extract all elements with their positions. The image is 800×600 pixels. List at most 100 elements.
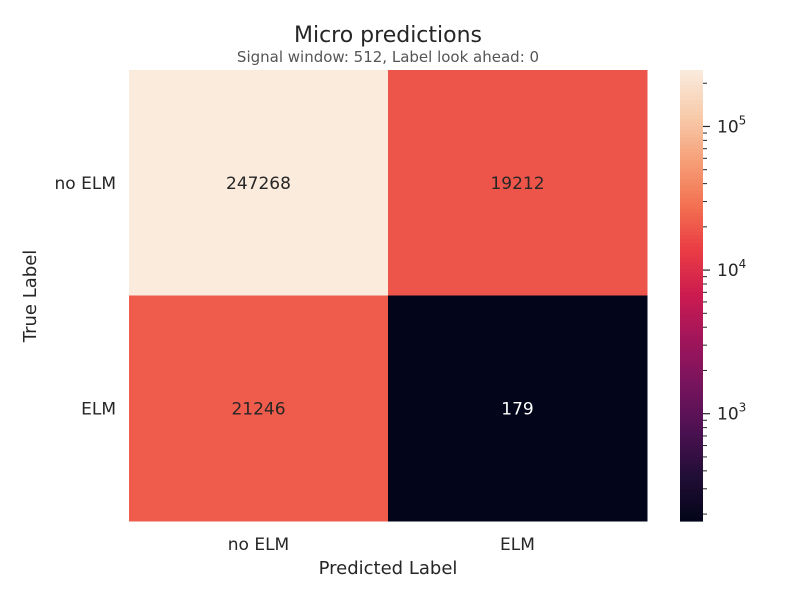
colorbar-segment <box>680 509 703 515</box>
colorbar-segment <box>680 370 703 376</box>
colorbar-segment <box>680 141 703 146</box>
colorbar-segment <box>680 295 703 300</box>
colorbar-segment <box>680 269 703 274</box>
colorbar-segment <box>680 517 703 522</box>
chart-subtitle: Signal window: 512, Label look ahead: 0 <box>237 48 539 66</box>
colorbar-segment <box>680 479 703 485</box>
colorbar-segment <box>680 374 703 379</box>
colorbar-segment <box>680 175 703 180</box>
colorbar-segment <box>680 490 703 496</box>
colorbar-segment <box>680 201 703 206</box>
colorbar-segment <box>680 321 703 327</box>
colorbar-segment <box>680 393 703 398</box>
colorbar-segment <box>680 385 703 391</box>
heatmap-cell <box>129 70 389 296</box>
colorbar-segment <box>680 494 703 500</box>
colorbar-segment <box>680 171 703 176</box>
colorbar-segment <box>680 430 703 436</box>
colorbar-segment <box>680 359 703 364</box>
colorbar-segment <box>680 130 703 135</box>
colorbar-segment <box>680 468 703 473</box>
colorbar-segment <box>680 220 703 225</box>
colorbar-segment <box>680 227 703 233</box>
colorbar-segment <box>680 115 703 120</box>
colorbar-segment <box>680 77 703 82</box>
y-axis-label: True Label <box>20 250 41 344</box>
heatmap-cells: 247268 19212 21246 179 <box>129 70 648 522</box>
colorbar-segment <box>680 265 703 270</box>
colorbar-segment <box>680 389 703 394</box>
colorbar: 103 104 105 <box>680 70 746 522</box>
colorbar-segment <box>680 85 703 90</box>
colorbar-segment <box>680 254 703 259</box>
heatmap-cell <box>388 295 648 522</box>
colorbar-segment <box>680 137 703 143</box>
colorbar-segment <box>680 287 703 293</box>
cell-value-label: 179 <box>501 399 533 419</box>
colorbar-segment <box>680 460 703 466</box>
colorbar-segment <box>680 284 703 289</box>
x-tick-label: no ELM <box>228 535 289 555</box>
colorbar-segment <box>680 111 703 116</box>
colorbar-segment <box>680 242 703 248</box>
colorbar-segment <box>680 81 703 86</box>
colorbar-segment <box>680 209 703 214</box>
colorbar-segment <box>680 423 703 428</box>
x-tick-labels: no ELM ELM <box>228 535 535 555</box>
x-axis-label: Predicted Label <box>319 558 458 579</box>
colorbar-segment <box>680 505 703 511</box>
x-tick-label: ELM <box>500 535 535 555</box>
colorbar-segment <box>680 197 703 203</box>
colorbar-segment <box>680 445 703 451</box>
colorbar-segment <box>680 156 703 161</box>
colorbar-segment <box>680 487 703 492</box>
colorbar-segment <box>680 163 703 169</box>
colorbar-segment <box>680 107 703 112</box>
colorbar-segment <box>680 366 703 372</box>
colorbar-segment <box>680 513 703 518</box>
colorbar-segment <box>680 483 703 488</box>
y-tick-label: ELM <box>81 399 116 419</box>
colorbar-segment <box>680 122 703 127</box>
colorbar-segment <box>680 318 703 323</box>
colorbar-segment <box>680 96 703 101</box>
colorbar-segment <box>680 133 703 139</box>
colorbar-segment <box>680 329 703 334</box>
colorbar-segment <box>680 186 703 191</box>
colorbar-segment <box>680 396 703 402</box>
chart-title: Micro predictions <box>294 23 482 48</box>
colorbar-segment <box>680 303 703 308</box>
colorbar-segment <box>680 314 703 319</box>
colorbar-segment <box>680 498 703 503</box>
colorbar-segment <box>680 344 703 349</box>
colorbar-segment <box>680 427 703 432</box>
colorbar-segment <box>680 212 703 218</box>
colorbar-segment <box>680 415 703 421</box>
colorbar-segment <box>680 118 703 124</box>
colorbar-segment <box>680 336 703 342</box>
colorbar-segment <box>680 351 703 357</box>
heatmap-cell <box>129 295 389 522</box>
colorbar-segment <box>680 167 703 173</box>
colorbar-segment <box>680 404 703 409</box>
colorbar-segment <box>680 126 703 131</box>
y-tick-labels: no ELM ELM <box>55 174 116 420</box>
colorbar-segment <box>680 348 703 353</box>
colorbar-segment <box>680 103 703 109</box>
colorbar-segment <box>680 261 703 267</box>
colorbar-segment <box>680 310 703 315</box>
colorbar-segment <box>680 257 703 263</box>
colorbar-segment <box>680 178 703 184</box>
colorbar-segment <box>680 160 703 165</box>
colorbar-segment <box>680 272 703 278</box>
colorbar-segment <box>680 235 703 240</box>
colorbar-segment <box>680 438 703 443</box>
colorbar-segment <box>680 333 703 338</box>
colorbar-segment <box>680 280 703 285</box>
colorbar-segment <box>680 152 703 158</box>
colorbar-segment <box>680 381 703 387</box>
y-tick-label: no ELM <box>55 174 116 194</box>
cell-value-label: 19212 <box>490 174 544 194</box>
colorbar-segment <box>680 224 703 229</box>
colorbar-segment <box>680 419 703 424</box>
